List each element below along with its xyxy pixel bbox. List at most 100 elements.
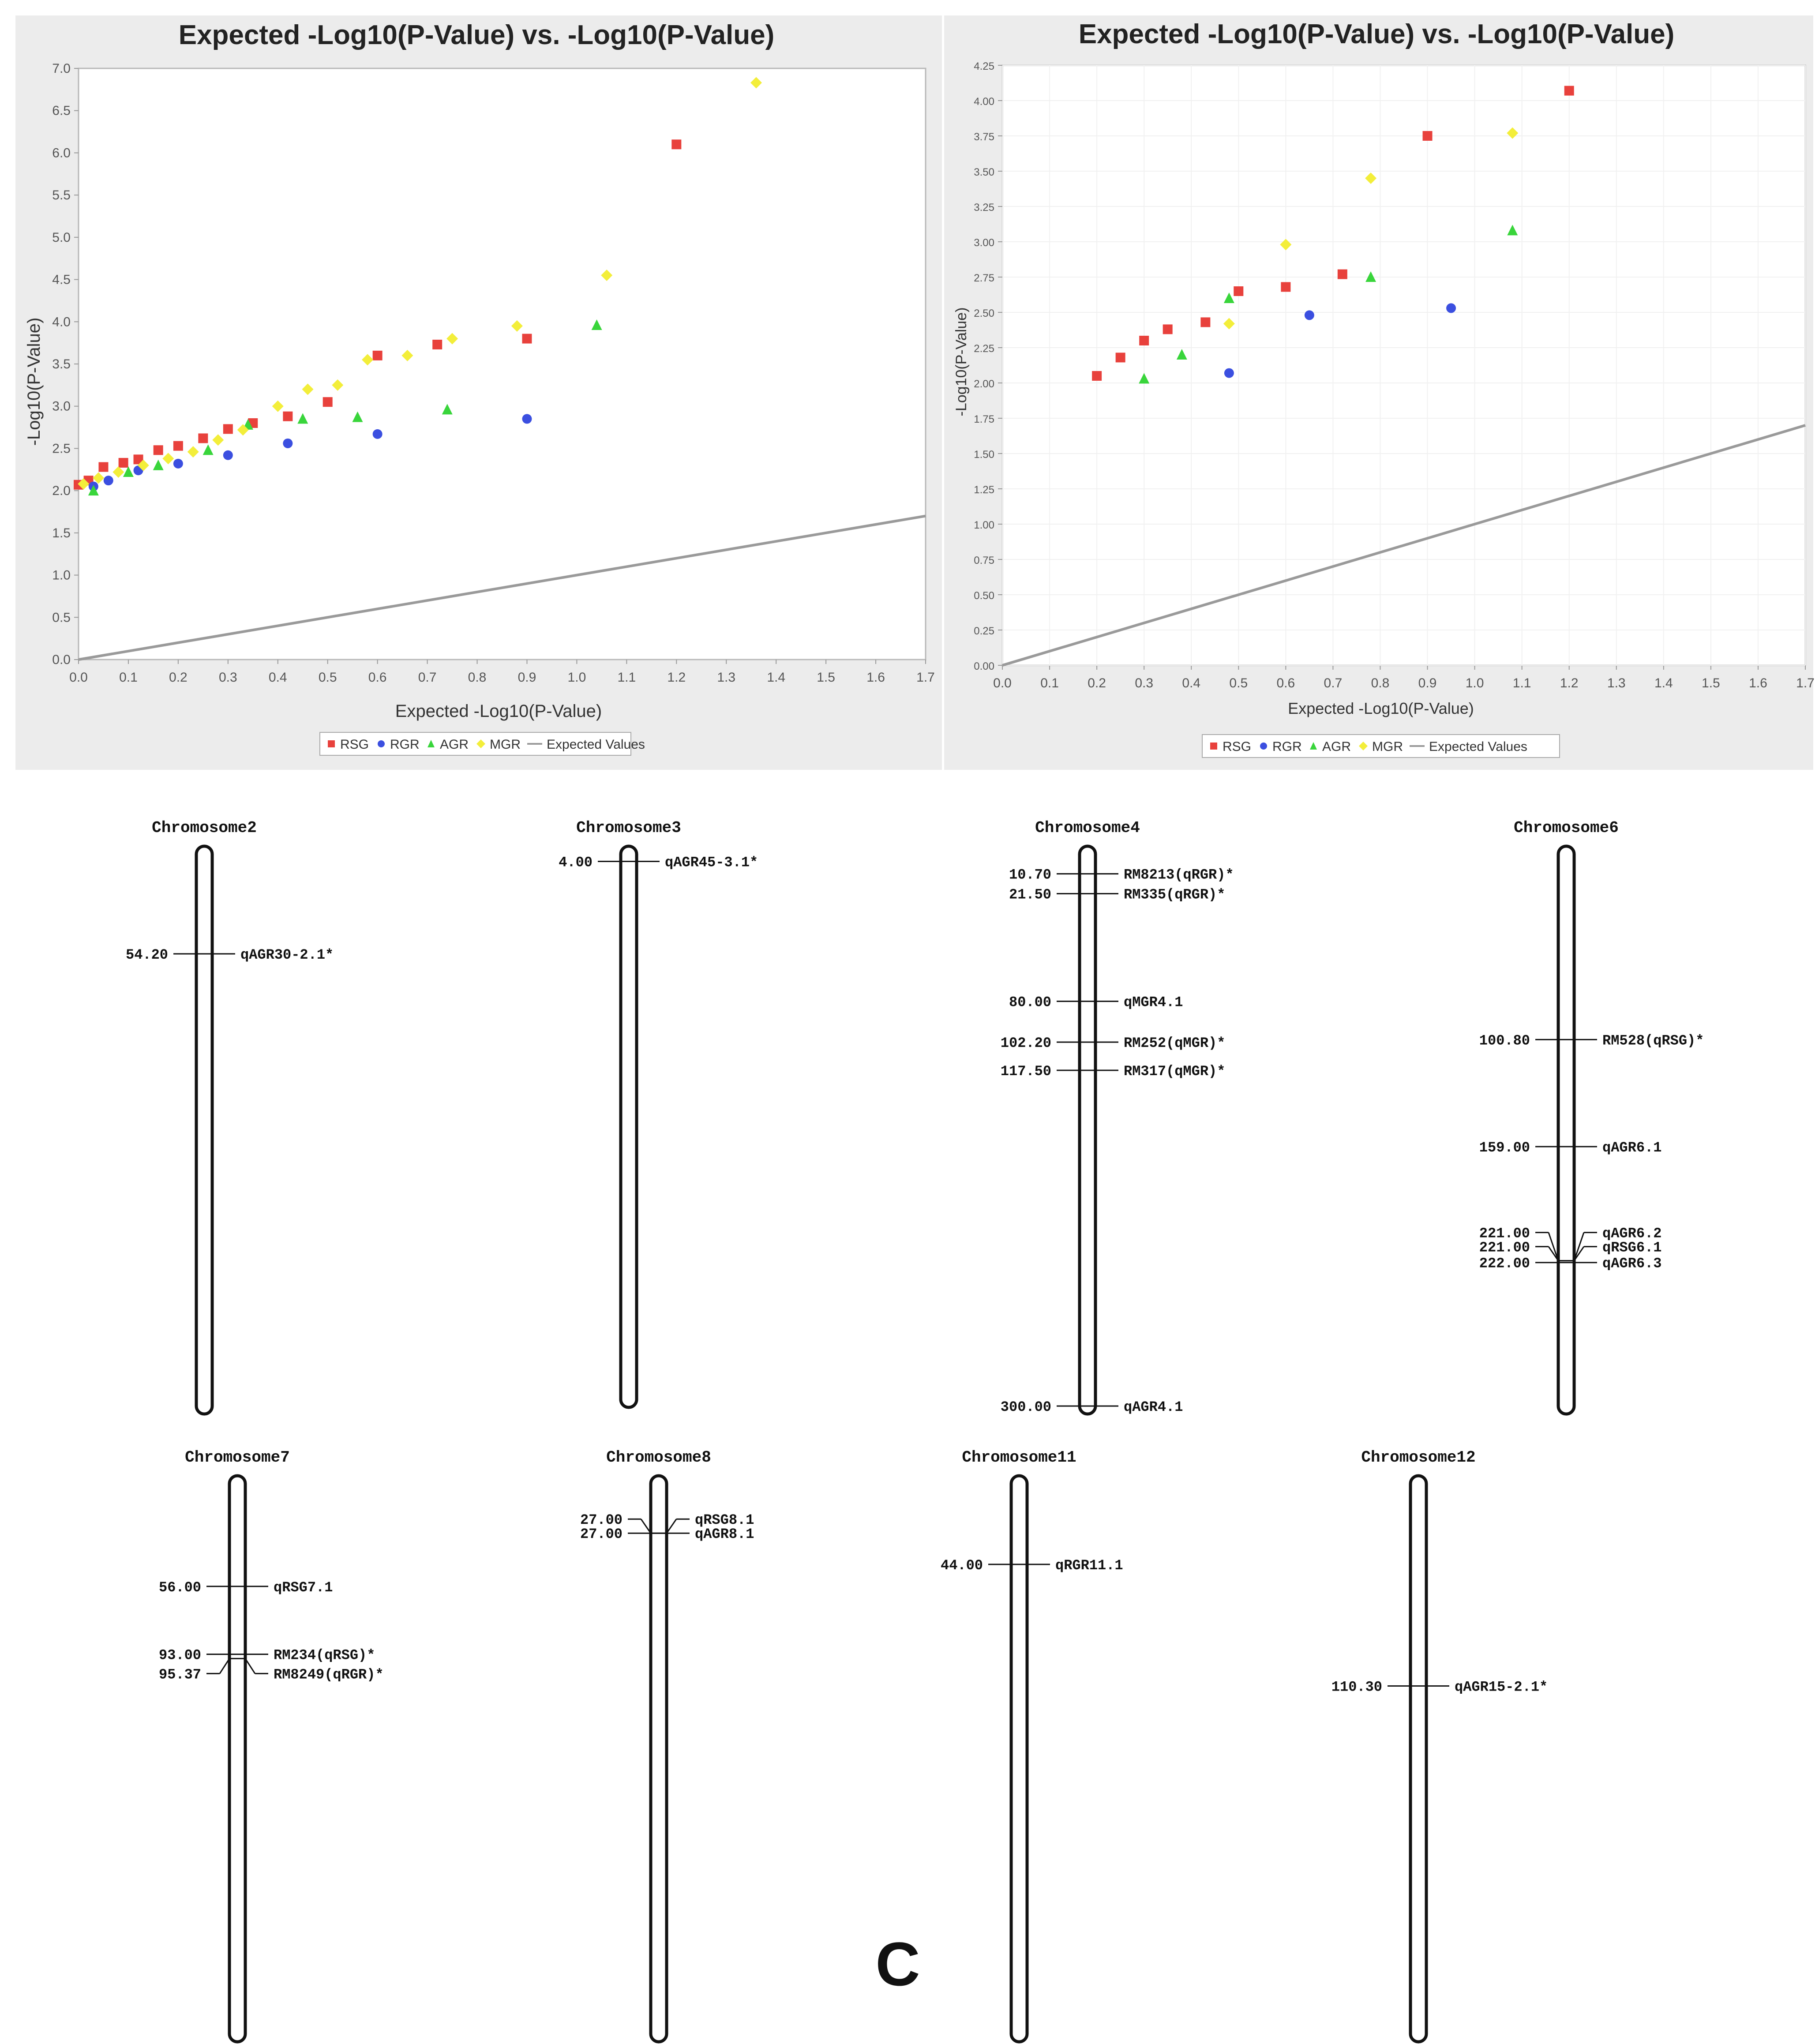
point-rgr: [522, 414, 532, 424]
x-tick-label-B: 1.2: [1560, 676, 1579, 690]
x-tick-label-B: 0.6: [1276, 676, 1295, 690]
x-tick-label-B: 1.7: [1796, 676, 1815, 690]
chromosome-title: Chromosome11: [962, 1448, 1076, 1466]
marker-connector-left: [219, 1658, 230, 1674]
point-mgr: [212, 434, 224, 446]
y-tick-label-B: 1.75: [974, 413, 994, 425]
point-mgr: [1223, 318, 1235, 330]
marker-position: 10.70: [1009, 867, 1051, 883]
x-tick-label-B: 0.0: [993, 676, 1012, 690]
point-rsg: [1092, 371, 1102, 381]
expected-values-line-B: [1002, 424, 1806, 667]
x-tick-label-B: 1.1: [1513, 676, 1531, 690]
marker-connector-right: [1573, 1246, 1585, 1261]
marker-position: 221.00: [1479, 1240, 1530, 1256]
point-rgr: [1446, 303, 1456, 313]
panel-a-xlabel: Expected -Log10(P-Value): [395, 701, 602, 721]
point-agr: [1223, 293, 1234, 303]
y-tick-label-B: 2.50: [974, 308, 994, 319]
point-rsg: [1337, 269, 1347, 279]
legend-label-expected-values: Expected Values: [547, 737, 645, 752]
point-agr: [203, 444, 214, 455]
x-tick-label-B: 0.3: [1135, 676, 1153, 690]
point-agr: [1507, 225, 1518, 236]
chart-B: 0.0 0.1 0.2 0.3 0.4 0.5 0.6 0.7 0.8 0.9 1.0 1.1 1.2 1…: [974, 60, 1815, 758]
y-tick-label-B: 0.50: [974, 590, 994, 602]
legend-label-mgr: MGR: [1372, 739, 1403, 754]
chromosome-title: Chromosome7: [185, 1448, 290, 1466]
marker-name: qAGR6.2: [1602, 1226, 1661, 1242]
x-tick-label-B: 1.3: [1607, 676, 1626, 690]
point-rsg: [432, 339, 443, 349]
marker-position: 100.80: [1479, 1032, 1530, 1049]
x-tick-label-B: 0.5: [1229, 676, 1248, 690]
point-agr: [123, 466, 134, 477]
panel-b-title: Expected -Log10(P-Value) vs. -Log10(P-Va…: [1079, 19, 1675, 49]
panel-a-title: Expected -Log10(P-Value) vs. -Log10(P-Va…: [179, 20, 775, 50]
point-mgr: [1280, 239, 1292, 251]
chromosome-bar: [228, 1474, 247, 2044]
y-tick-label-B: 1.25: [974, 484, 994, 496]
x-tick-label-A: 1.7: [916, 670, 935, 685]
chromosome-title: Chromosome4: [1035, 819, 1140, 837]
y-tick-label-A: 5.5: [52, 188, 71, 203]
plot-area-A: [78, 68, 926, 660]
point-agr: [297, 413, 308, 424]
y-tick-label-B: 0.00: [974, 660, 994, 672]
point-rsg: [1115, 353, 1125, 363]
marker-connector-left: [1548, 1246, 1559, 1261]
y-tick-label-B: 3.75: [974, 131, 994, 143]
x-tick-label-A: 1.5: [817, 670, 835, 685]
legend-swatch-agr: [428, 740, 435, 747]
y-tick-label-A: 1.0: [52, 568, 71, 583]
y-tick-label-A: 5.0: [52, 230, 71, 245]
x-tick-label-A: 0.7: [418, 670, 437, 685]
x-tick-label-A: 1.4: [767, 670, 785, 685]
point-mgr: [511, 320, 523, 332]
y-tick-label-A: 3.0: [52, 399, 71, 414]
chromosome-title: Chromosome8: [606, 1448, 711, 1466]
point-agr: [352, 411, 363, 422]
y-tick-label-A: 3.5: [52, 357, 71, 371]
marker-name: qRSG6.1: [1602, 1240, 1661, 1256]
x-tick-label-B: 1.4: [1654, 676, 1673, 690]
marker-position: 222.00: [1479, 1256, 1530, 1272]
chromosome-title: Chromosome3: [576, 819, 681, 837]
x-tick-label-A: 1.6: [866, 670, 885, 685]
legend-label-expected-values: Expected Values: [1429, 739, 1527, 754]
y-tick-label-B: 1.50: [974, 449, 994, 461]
panel-a-ylabel: -Log10(P-Value): [24, 318, 44, 446]
point-rsg: [671, 139, 682, 150]
point-rgr: [1304, 310, 1314, 320]
marker-name: RM335(qRGR)*: [1124, 887, 1225, 903]
legend-box-A: [319, 732, 631, 756]
marker-connector-right: [666, 1519, 677, 1534]
point-agr: [1139, 373, 1150, 384]
point-rsg: [153, 445, 163, 455]
point-rsg: [323, 397, 333, 407]
x-tick-label-A: 1.3: [717, 670, 735, 685]
y-tick-label-A: 2.0: [52, 484, 71, 498]
marker-position: 27.00: [580, 1526, 623, 1542]
legend-label-rgr: RGR: [390, 737, 420, 752]
point-rsg: [372, 350, 383, 360]
panel-b-ylabel: -Log10(P-Value): [953, 308, 970, 416]
chromosome-bar: [1556, 844, 1576, 1416]
y-tick-label-B: 2.25: [974, 343, 994, 355]
y-tick-label-A: 6.5: [52, 104, 71, 118]
marker-connector-left: [1548, 1232, 1559, 1261]
x-tick-label-B: 1.5: [1702, 676, 1720, 690]
point-agr: [1176, 349, 1187, 360]
legend-B: RSG RGR AGR MGR Expected Values: [1202, 734, 1560, 758]
point-mgr: [113, 466, 124, 478]
point-rsg: [522, 334, 532, 344]
point-mgr: [750, 77, 762, 89]
x-tick-label-A: 0.9: [518, 670, 536, 685]
point-agr: [1365, 271, 1376, 282]
y-tick-label-A: 7.0: [52, 61, 71, 76]
panel-b-xlabel: Expected -Log10(P-Value): [1288, 699, 1474, 717]
marker-position: 300.00: [1001, 1399, 1051, 1415]
chromosome-chromosome6: Chromosome6 100.80 RM528(qRSG)* 159.00 qAGR6…: [1479, 819, 1704, 1416]
x-tick-label-A: 0.2: [169, 670, 188, 685]
